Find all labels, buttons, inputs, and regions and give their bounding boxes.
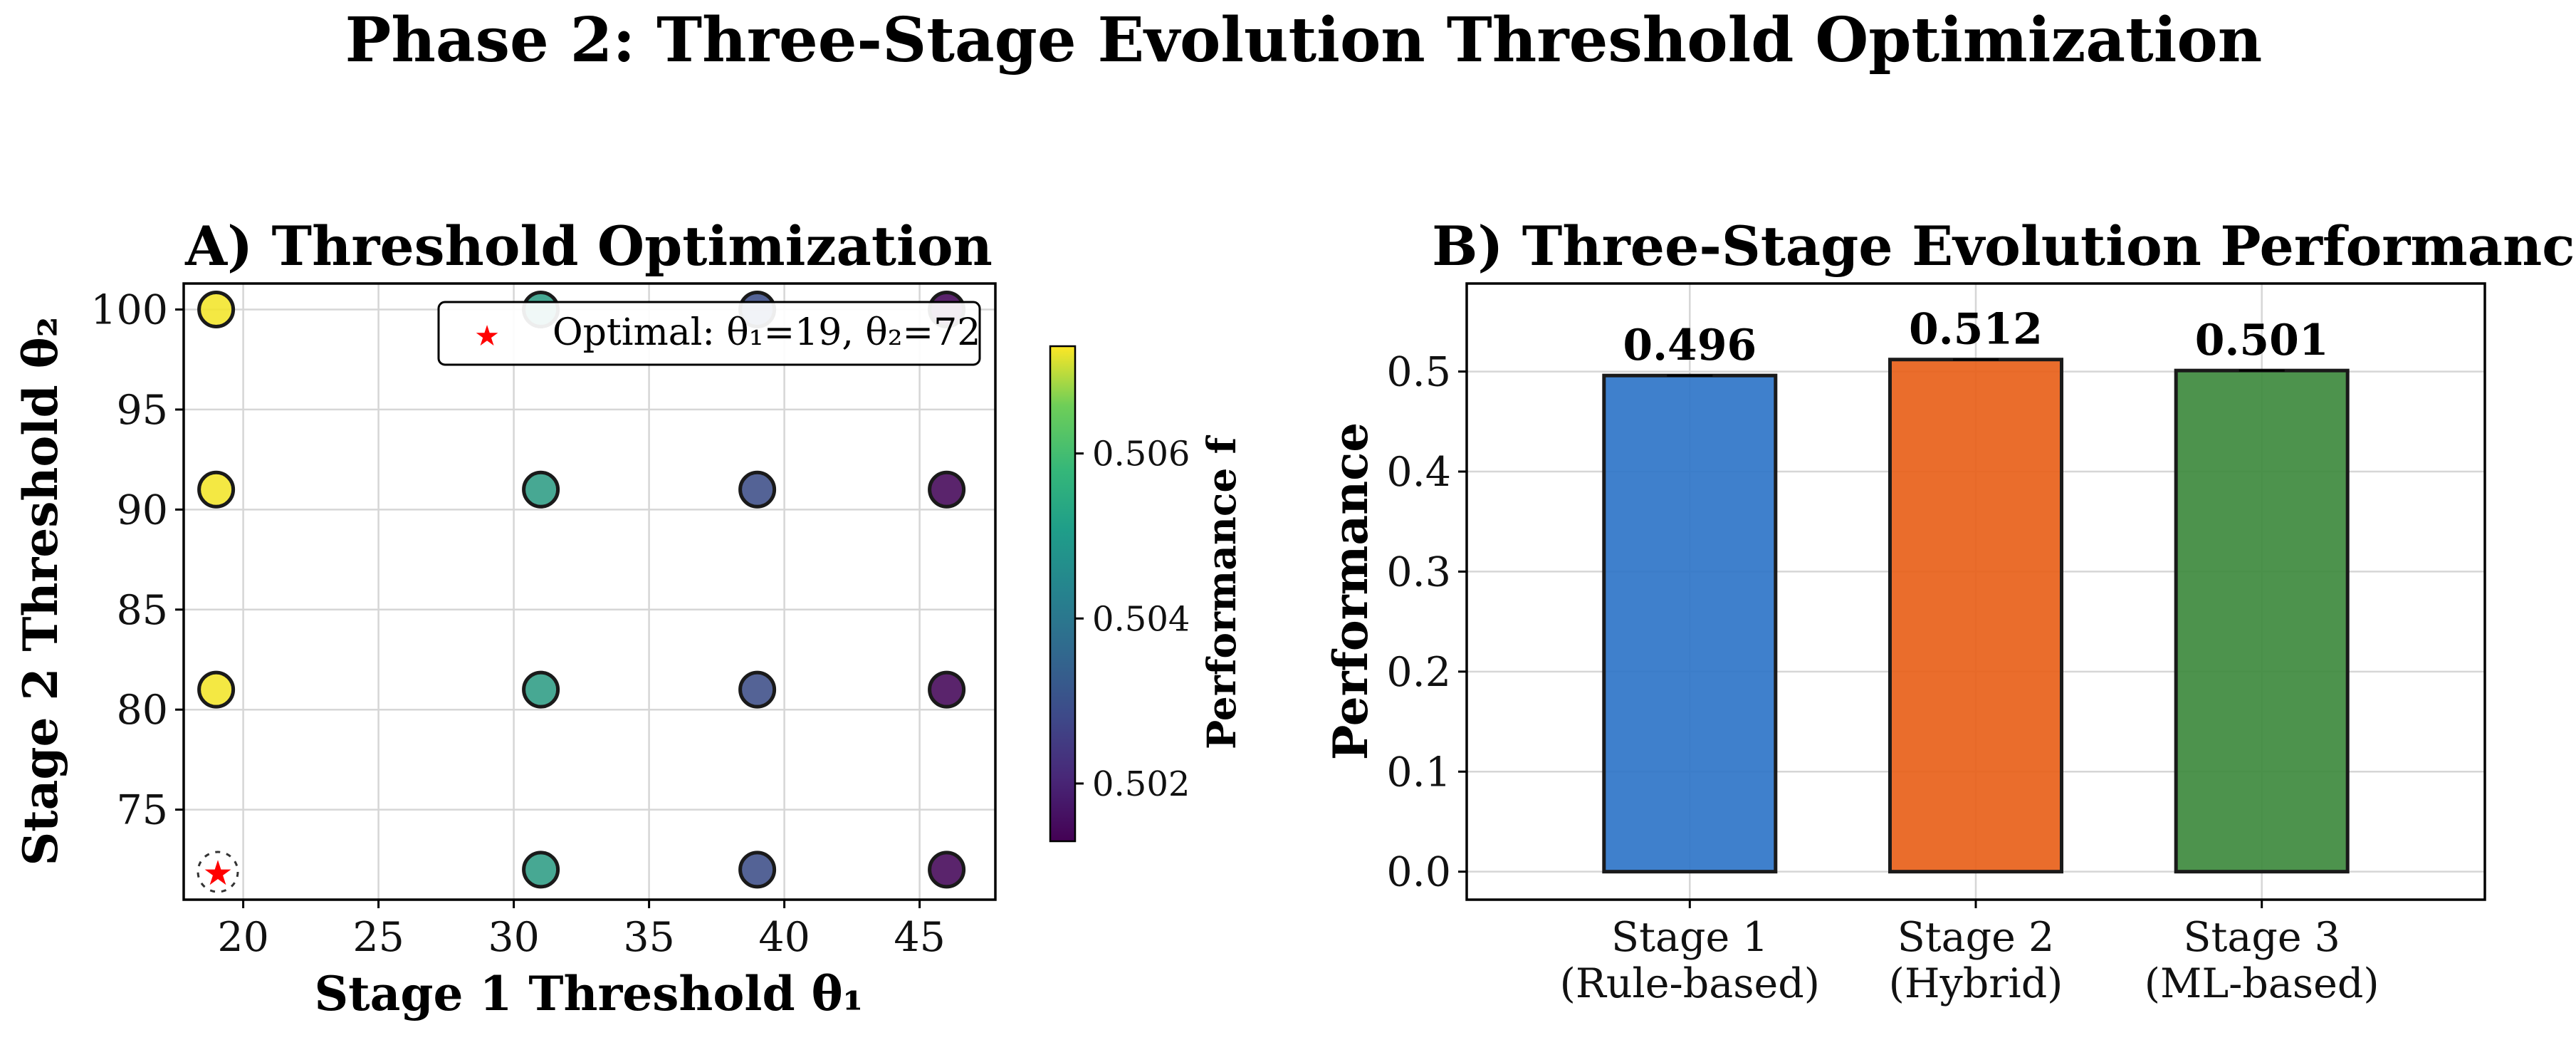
- x-tick-label: 40: [758, 914, 810, 961]
- legend: ★ Optimal: θ₁=19, θ₂=72: [437, 301, 981, 366]
- optimal-ring: [197, 851, 239, 893]
- x-tick-label: Stage 1: [1611, 914, 1769, 961]
- colorbar-tick-label: 0.504: [1092, 599, 1190, 639]
- x-tick-label: 35: [623, 914, 675, 961]
- data-point: [522, 470, 560, 509]
- colorbar-tick-label: 0.506: [1092, 435, 1190, 474]
- legend-star-icon: ★: [474, 320, 500, 353]
- x-tick-label: 45: [894, 914, 946, 961]
- bar: [2174, 368, 2350, 874]
- x-tick-sublabel: (Hybrid): [1889, 960, 2063, 1007]
- x-tick-sublabel: (ML-based): [2145, 960, 2379, 1007]
- panel-a-frame: [182, 282, 997, 901]
- y-tick-label: 85: [116, 587, 168, 634]
- data-point: [738, 670, 777, 709]
- bar-value-label: 0.501: [2195, 316, 2329, 365]
- bar: [1602, 373, 1778, 874]
- x-tick-sublabel: (Rule-based): [1560, 960, 1820, 1007]
- panel-b: B) Three-Stage Evolution Performance 0.4…: [1323, 214, 2576, 1007]
- y-tick-label: 0.3: [1386, 548, 1451, 596]
- optimal-marker: ★: [197, 851, 239, 893]
- y-tick-label: 0.2: [1386, 649, 1451, 696]
- x-axis-label: Stage 1 Threshold θ₁: [314, 966, 863, 1021]
- panel-a: A) Threshold Optimization ★ 20 25 30 35 40 45…: [13, 214, 1245, 1021]
- panel-b-ticks: 0.0 0.1 0.2 0.3 0.4 0.5 Stage 1(Rule-based) Sta…: [1386, 349, 2379, 1007]
- y-tick-label: 0.5: [1386, 349, 1451, 396]
- panel-a-title: A) Threshold Optimization: [184, 214, 993, 278]
- x-tick-label: Stage 2: [1897, 914, 2055, 961]
- x-tick-label: 25: [352, 914, 404, 961]
- bar-value-label: 0.512: [1909, 305, 2043, 355]
- y-tick-label: 0.4: [1386, 449, 1451, 496]
- y-tick-label: 95: [116, 387, 168, 434]
- bar-value-label: 0.496: [1623, 321, 1756, 370]
- colorbar-gradient: [1049, 345, 1077, 843]
- x-tick-label: Stage 3: [2183, 914, 2340, 961]
- colorbar-label: Performance f: [1198, 435, 1245, 750]
- y-tick-label: 90: [116, 487, 168, 534]
- y-tick-label: 80: [116, 687, 168, 734]
- y-tick-label: 100: [90, 287, 168, 334]
- y-tick-label: 0.1: [1386, 749, 1451, 796]
- y-tick-label: 0.0: [1386, 849, 1451, 896]
- panel-a-ticks: 20 25 30 35 40 45 75 80 85 90 95 100: [90, 287, 946, 961]
- y-axis-label: Stage 2 Threshold θ₂: [13, 316, 68, 865]
- panel-b-title: B) Three-Stage Evolution Performance: [1432, 214, 2576, 278]
- data-point: [928, 851, 966, 889]
- legend-label: Optimal: θ₁=19, θ₂=72: [553, 311, 980, 354]
- colorbar-ticks: 0.502 0.504 0.506: [1075, 435, 1190, 804]
- data-point: [928, 670, 966, 709]
- panel-b-y-axis-label: Performance: [1323, 422, 1378, 761]
- data-point: [197, 291, 236, 329]
- colorbar-tick-label: 0.502: [1092, 764, 1190, 804]
- y-tick-label: 75: [116, 787, 168, 834]
- optimal-star-icon: ★: [202, 853, 233, 893]
- panel-b-bars: 0.496 0.512 0.501: [1602, 305, 2350, 874]
- data-point: [522, 670, 560, 709]
- data-point: [928, 470, 966, 509]
- panel-a-points: [197, 291, 966, 889]
- data-point: [738, 470, 777, 509]
- x-tick-label: 20: [217, 914, 269, 961]
- colorbar: 0.502 0.504 0.506 Performance f: [1049, 345, 1245, 843]
- data-point: [522, 851, 560, 889]
- data-point: [738, 851, 777, 889]
- figure-title: Phase 2: Three-Stage Evolution Threshold…: [345, 4, 2263, 76]
- data-point: [197, 470, 236, 509]
- legend-box: [437, 301, 981, 366]
- x-tick-label: 30: [488, 914, 540, 961]
- data-point: [197, 670, 236, 709]
- panel-a-grid: [184, 284, 995, 900]
- bar: [1888, 358, 2064, 874]
